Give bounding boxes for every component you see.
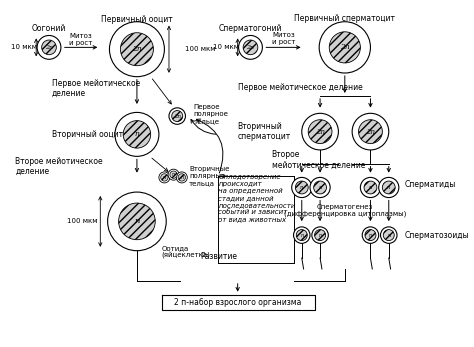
Text: 2n: 2n [340,43,350,51]
Circle shape [302,113,338,150]
Circle shape [360,177,381,197]
Circle shape [170,171,177,178]
Text: 2n: 2n [366,128,375,136]
Text: n: n [134,217,140,225]
Circle shape [293,227,310,243]
Text: n: n [319,232,322,238]
Text: Второе мейотическое
деление: Второе мейотическое деление [15,157,103,176]
Text: n: n [300,185,303,190]
Text: n: n [135,130,139,138]
Circle shape [381,227,397,243]
Circle shape [176,172,187,183]
Text: Сперматогенез
(дифференцировка цитоплазмы): Сперматогенез (дифференцировка цитоплазм… [283,204,406,217]
Circle shape [329,32,360,63]
Circle shape [109,22,164,77]
Text: Сперматозоиды: Сперматозоиды [404,231,469,240]
Text: Вторичные
полярные
тельца: Вторичные полярные тельца [189,166,229,186]
Circle shape [115,112,159,156]
Text: n: n [300,232,303,238]
Text: Первое мейотическое деление: Первое мейотическое деление [237,83,363,92]
Text: 10 мкм: 10 мкм [11,44,37,50]
Circle shape [315,230,326,240]
Circle shape [178,174,185,181]
Circle shape [314,181,327,194]
Circle shape [161,174,168,181]
Text: n: n [163,175,166,180]
Text: 2n: 2n [316,128,325,136]
Text: Первое
полярное
тельце: Первое полярное тельце [194,104,228,124]
Text: Оотида
(яйцеклетка): Оотида (яйцеклетка) [162,245,210,259]
Circle shape [308,120,332,144]
Text: Митоз
и рост: Митоз и рост [272,32,295,45]
Text: Первое мейотическое
деление: Первое мейотическое деление [52,79,140,98]
Text: Оплодотворение
происходит
на определенной
стадии данной
последовательности
событ: Оплодотворение происходит на определенно… [219,175,296,222]
Text: 2n: 2n [132,45,142,53]
Circle shape [243,40,258,55]
Circle shape [37,35,61,59]
Circle shape [383,230,394,240]
Text: Развитие: Развитие [200,252,237,261]
Circle shape [169,108,185,124]
Text: n: n [180,175,183,180]
Circle shape [364,181,377,194]
Text: n: n [387,232,390,238]
Circle shape [118,203,155,240]
Text: n: n [369,232,372,238]
Circle shape [319,22,371,73]
Text: n: n [319,185,322,190]
Text: n: n [387,185,391,190]
Text: 10 мкм: 10 мкм [213,44,239,50]
Text: 100 мкм: 100 мкм [184,46,215,52]
Circle shape [365,230,376,240]
Circle shape [358,120,383,144]
Circle shape [362,227,379,243]
Text: n: n [369,185,372,190]
Text: Первичный сперматоцит: Первичный сперматоцит [294,15,395,24]
Text: Митоз
и рост: Митоз и рост [69,33,93,45]
Circle shape [310,177,330,197]
Text: Сперматиды: Сперматиды [404,180,456,189]
Text: 2n: 2n [45,45,53,50]
Circle shape [352,113,389,150]
Circle shape [42,40,56,55]
Circle shape [123,121,151,148]
Circle shape [312,227,328,243]
Text: n: n [172,172,175,177]
Circle shape [295,181,308,194]
Text: Вторичный
сперматоцит: Вторичный сперматоцит [237,122,291,141]
Circle shape [383,181,395,194]
Text: Вторичный ооцит: Вторичный ооцит [52,130,123,139]
Text: Первичный ооцит: Первичный ооцит [101,15,173,24]
Circle shape [379,177,399,197]
Circle shape [238,35,263,59]
Text: 2n: 2n [246,45,255,50]
Text: 100 мкм: 100 мкм [67,218,97,225]
Circle shape [172,111,182,121]
Circle shape [292,177,312,197]
Circle shape [159,172,170,183]
Text: Оогоний: Оогоний [32,24,66,33]
Circle shape [108,192,166,251]
Circle shape [296,230,307,240]
Circle shape [120,33,154,66]
Text: Второе
мейотическое деление: Второе мейотическое деление [272,150,365,170]
Text: 2 п-набор взрослого организма: 2 п-набор взрослого организма [174,298,302,307]
Text: Сперматогоний: Сперматогоний [219,24,282,33]
Text: 2n: 2n [174,113,181,119]
Circle shape [168,169,179,180]
